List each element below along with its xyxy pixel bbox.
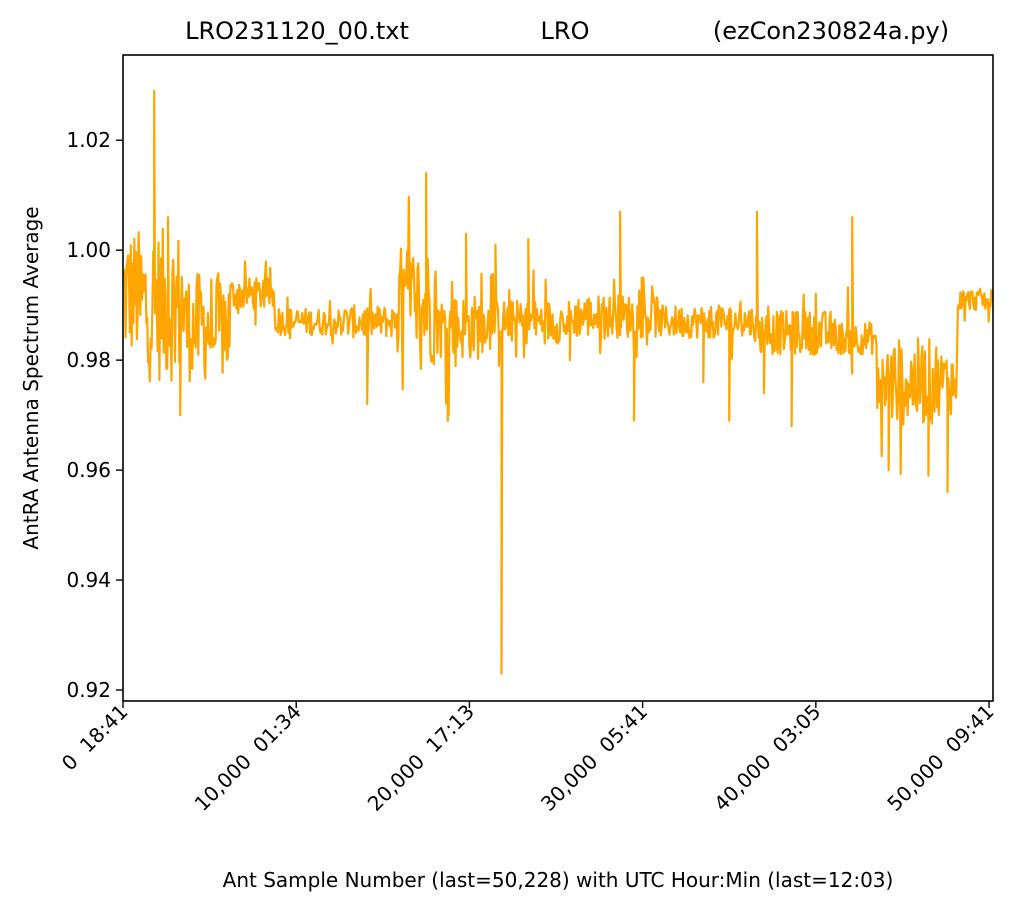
x-axis: 0 18:41 10,000 01:34 20,000 17:13 30,000 05… (57, 700, 999, 816)
x-tick-label: 40,000 03:05 (709, 700, 825, 816)
series-line (121, 89, 994, 675)
y-axis: 0.92 0.94 0.96 0.98 1.00 1.02 (66, 128, 123, 702)
chart-title-left: LRO231120_00.txt (185, 17, 409, 45)
y-tick-label: 0.98 (66, 348, 111, 372)
y-tick-label: 1.02 (66, 128, 111, 152)
y-tick-label: 1.00 (66, 238, 111, 262)
x-tick-label: 20,000 17:13 (363, 700, 479, 816)
series-layer (121, 89, 994, 675)
x-axis-label: Ant Sample Number (last=50,228) with UTC… (223, 868, 894, 892)
y-tick-label: 0.92 (66, 678, 111, 702)
plot-area-frame (122, 54, 994, 702)
x-tick-label: 0 18:41 (57, 700, 133, 776)
chart-title-right: (ezCon230824a.py) (713, 17, 949, 45)
y-tick-label: 0.96 (66, 458, 111, 482)
y-axis-label: AntRA Antenna Spectrum Average (19, 206, 43, 549)
y-tick-label: 0.94 (66, 568, 111, 592)
x-tick-label: 50,000 09:41 (882, 700, 998, 816)
chart-title-center: LRO (541, 17, 590, 45)
x-tick-label: 10,000 01:34 (190, 700, 306, 816)
x-tick-label: 30,000 05:41 (536, 700, 652, 816)
